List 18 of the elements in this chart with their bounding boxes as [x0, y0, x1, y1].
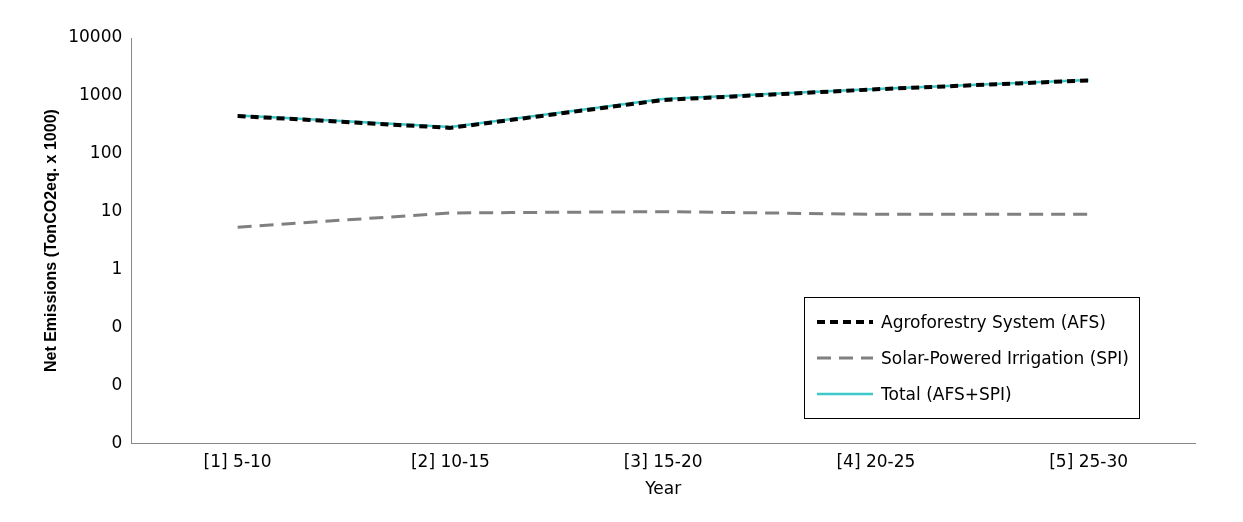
y-tick-label: 0: [111, 373, 123, 394]
legend-label: Solar-Powered Irrigation (SPI): [881, 348, 1129, 368]
x-tick-label: [1] 5-10: [203, 450, 272, 471]
x-tick-label: [3] 15-20: [623, 450, 703, 471]
y-tick-label: 1000: [79, 84, 123, 105]
y-tick-label: 0: [111, 315, 123, 336]
x-tick-label: [5] 25-30: [1049, 450, 1129, 471]
y-tick-label: 10: [100, 200, 123, 221]
y-tick-label: 100: [89, 142, 123, 163]
y-tick-label: 0: [111, 431, 123, 452]
y-tick-label: 1: [111, 257, 123, 278]
x-tick-label: [2] 10-15: [410, 450, 490, 471]
y-axis-title: Net Emissions (TonCO2eq. x 1000): [42, 109, 60, 373]
y-tick-label: 10000: [68, 26, 123, 47]
legend-label: Agroforestry System (AFS): [881, 312, 1106, 332]
x-axis-title: Year: [644, 478, 682, 499]
x-tick-label: [4] 20-25: [836, 450, 916, 471]
legend-label: Total (AFS+SPI): [881, 384, 1012, 404]
